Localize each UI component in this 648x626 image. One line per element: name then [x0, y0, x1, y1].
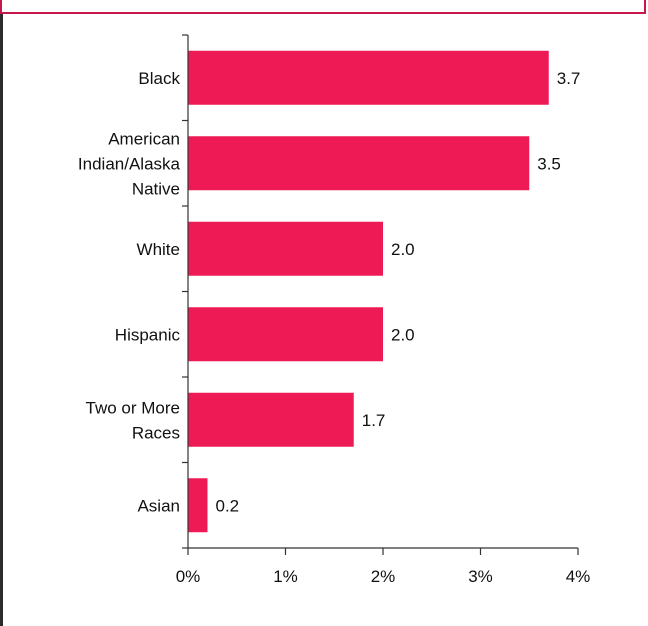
value-label-3: 2.0 [391, 325, 415, 344]
category-label-line: Hispanic [115, 325, 181, 344]
value-label-0: 3.7 [557, 69, 581, 88]
category-label-line: Indian/Alaska [78, 154, 181, 173]
bar-0 [188, 50, 549, 105]
left-frame-border [0, 14, 3, 626]
category-label-line: American [108, 129, 180, 148]
bar-4 [188, 392, 354, 447]
category-label-3: Hispanic [115, 325, 181, 344]
top-frame-border [0, 0, 646, 14]
value-label-5: 0.2 [216, 496, 240, 515]
x-tick-label-4: 4% [566, 567, 591, 586]
category-label-line: Black [138, 69, 180, 88]
bar-1 [188, 136, 530, 191]
value-label-2: 2.0 [391, 240, 415, 259]
axes-group [182, 34, 579, 555]
value-label-1: 3.5 [537, 154, 561, 173]
category-label-line: Two or More [86, 398, 180, 417]
category-label-1: American Indian/Alaska Native [78, 129, 181, 198]
category-label-line: Native [132, 179, 180, 198]
category-label-4: Two or More Races [86, 398, 180, 442]
x-tick-label-1: 1% [273, 567, 298, 586]
bar-2 [188, 221, 383, 276]
bar-3 [188, 307, 383, 362]
bar-5 [188, 478, 208, 533]
category-label-5: Asian [137, 496, 180, 515]
x-tick-label-0: 0% [176, 567, 201, 586]
category-label-2: White [137, 240, 180, 259]
category-label-line: Asian [137, 496, 180, 515]
x-tick-label-2: 2% [371, 567, 396, 586]
category-label-line: Races [132, 423, 180, 442]
x-tick-label-3: 3% [468, 567, 493, 586]
category-label-line: White [137, 240, 180, 259]
value-labels: 3.7 3.5 2.0 2.0 1.7 0.2 [216, 69, 581, 516]
category-labels: Black American Indian/Alaska Native White His… [78, 69, 181, 516]
value-label-4: 1.7 [362, 411, 386, 430]
bars-group [188, 50, 549, 533]
x-tick-labels: 0% 1% 2% 3% 4% [176, 567, 591, 586]
category-label-0: Black [138, 69, 180, 88]
